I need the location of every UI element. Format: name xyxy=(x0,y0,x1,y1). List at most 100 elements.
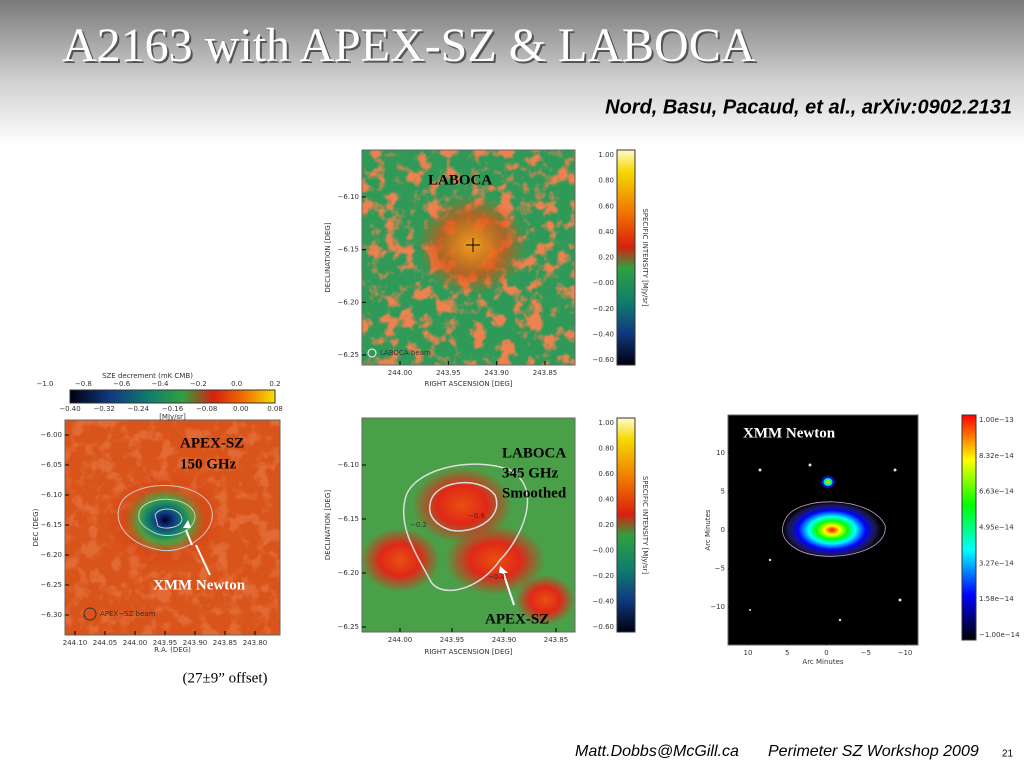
x-tick-label: 10 xyxy=(744,649,753,657)
colorbar-tick-label: −0.24 xyxy=(128,405,150,413)
contour xyxy=(782,501,886,557)
map-label: XMM Newton xyxy=(153,577,246,593)
map-label: 150 GHz xyxy=(180,456,237,472)
y-tick-label: 10 xyxy=(716,449,725,457)
colorbar-tick-label: −0.60 xyxy=(593,623,614,631)
colorbar-tick-label: −0.20 xyxy=(593,572,614,580)
colorbar-tick-label: 1.58e−14 xyxy=(979,595,1014,603)
beam xyxy=(83,607,97,621)
note: (27±9” offset) xyxy=(182,670,267,686)
y-tick-label: −6.25 xyxy=(41,581,62,589)
contour xyxy=(154,508,183,529)
crosshair xyxy=(466,238,480,252)
contour-label: −0.2 xyxy=(410,521,427,529)
colorbar-tick-label: −0.40 xyxy=(593,598,614,606)
x-tick-label: 243.95 xyxy=(153,639,178,647)
map-blob xyxy=(445,525,545,595)
colorbar-tick-label: 0.2 xyxy=(269,380,280,388)
x-tick-label: 243.85 xyxy=(533,369,558,377)
y-tick-label: −6.00 xyxy=(41,431,62,439)
x-tick-label: 243.85 xyxy=(544,636,569,644)
colorbar-label: SPECIFIC INTENSITY [MJy/sr] xyxy=(641,476,649,575)
y-axis-label: DEC (DEG) xyxy=(32,508,40,546)
point-sources xyxy=(749,463,902,622)
y-tick-label: −6.15 xyxy=(338,246,359,254)
colorbar-tick-label: −0.6 xyxy=(113,380,131,388)
map-frame xyxy=(361,417,576,633)
y-axis-label: Arc Minutes xyxy=(704,509,712,550)
arrowhead xyxy=(183,520,191,528)
contour xyxy=(402,463,529,591)
arrowhead xyxy=(499,566,508,573)
colorbar-label: SZE decrement (mK CMB) xyxy=(102,372,193,380)
y-tick-label: −6.20 xyxy=(338,298,359,306)
beam xyxy=(367,348,377,358)
title-shadow: A2163 with APEX-SZ & LABOCA xyxy=(64,21,758,74)
contour-label: −0.6 xyxy=(468,512,486,520)
colorbar-tick-label: 1.00 xyxy=(598,419,614,427)
x-tick-label: 244.00 xyxy=(388,636,413,644)
colorbar-tick-label: −0.2 xyxy=(190,380,207,388)
colorbar xyxy=(616,149,636,366)
colorbar-tick-label: 0.20 xyxy=(598,254,614,262)
map-label: APEX-SZ xyxy=(485,611,549,627)
colorbar-tick-label: −0.60 xyxy=(593,356,614,364)
contour xyxy=(138,498,196,537)
map-frame xyxy=(64,419,281,636)
colorbar-label: [MJy/sr] xyxy=(159,413,186,421)
colorbar-tick-label: −0.08 xyxy=(196,405,217,413)
x-tick-label: 244.10 xyxy=(63,639,88,647)
colorbar-tick-label: 0.08 xyxy=(267,405,283,413)
colorbar-tick-label: −0.8 xyxy=(75,380,92,388)
colorbar-tick-label: −0.4 xyxy=(152,380,170,388)
y-tick-label: −6.20 xyxy=(41,551,62,559)
colorbar-tick-label: 0.20 xyxy=(598,521,614,529)
x-tick-label: −5 xyxy=(861,649,871,657)
colorbar-tick-label: 3.27e−14 xyxy=(979,559,1014,567)
map-frame xyxy=(361,149,576,366)
y-tick-label: 5 xyxy=(721,488,725,496)
contour xyxy=(117,485,213,552)
map-label: LABOCA xyxy=(428,172,492,188)
contour xyxy=(428,481,498,532)
colorbar-tick-label: −1.0 xyxy=(37,380,54,388)
y-tick-label: −10 xyxy=(710,603,725,611)
colorbar-tick-label: −0.00 xyxy=(593,279,614,287)
citation: Nord, Basu, Pacaud, et al., arXiv:0902.2… xyxy=(605,96,1012,118)
arrow xyxy=(195,544,211,576)
y-tick-label: −6.15 xyxy=(338,515,359,523)
colorbar-tick-label: −0.00 xyxy=(593,547,614,555)
y-tick-label: −6.30 xyxy=(41,611,62,619)
map-label: APEX-SZ xyxy=(180,435,244,451)
y-tick-label: −6.10 xyxy=(338,193,359,201)
x-axis-label: Arc Minutes xyxy=(802,658,843,666)
header-band xyxy=(0,0,1024,145)
colorbar xyxy=(961,414,977,641)
x-tick-label: 244.00 xyxy=(388,369,413,377)
map-label: LABOCA xyxy=(502,445,566,461)
colorbar-tick-label: −0.32 xyxy=(93,405,114,413)
colorbar xyxy=(616,417,636,633)
colorbar-tick-label: −0.40 xyxy=(593,330,614,338)
contour-label: −0.4 xyxy=(488,573,506,581)
x-tick-label: 243.90 xyxy=(492,636,517,644)
map-core xyxy=(105,470,225,570)
beam-label: LABOCA beam xyxy=(380,349,431,357)
map-label: XMM Newton xyxy=(743,425,836,441)
x-tick-label: 243.85 xyxy=(213,639,238,647)
colorbar-tick-label: 0.80 xyxy=(598,177,614,185)
x-tick-label: −10 xyxy=(898,649,913,657)
colorbar-tick-label: −0.20 xyxy=(593,305,614,313)
y-axis-label: DECLINATION [DEG] xyxy=(324,222,332,292)
x-tick-label: 0 xyxy=(824,649,828,657)
map-label: 345 GHz xyxy=(502,465,559,481)
x-tick-label: 5 xyxy=(785,649,789,657)
map-blob xyxy=(360,528,440,592)
x-axis-label: R.A. (DEG) xyxy=(154,646,191,654)
page-number: 21 xyxy=(1002,749,1014,760)
colorbar-tick-label: −0.40 xyxy=(59,405,80,413)
colorbar-tick-label: −1.00e−14 xyxy=(979,631,1020,639)
y-tick-label: −6.20 xyxy=(338,569,359,577)
colorbar-tick-label: 6.63e−14 xyxy=(979,488,1014,496)
